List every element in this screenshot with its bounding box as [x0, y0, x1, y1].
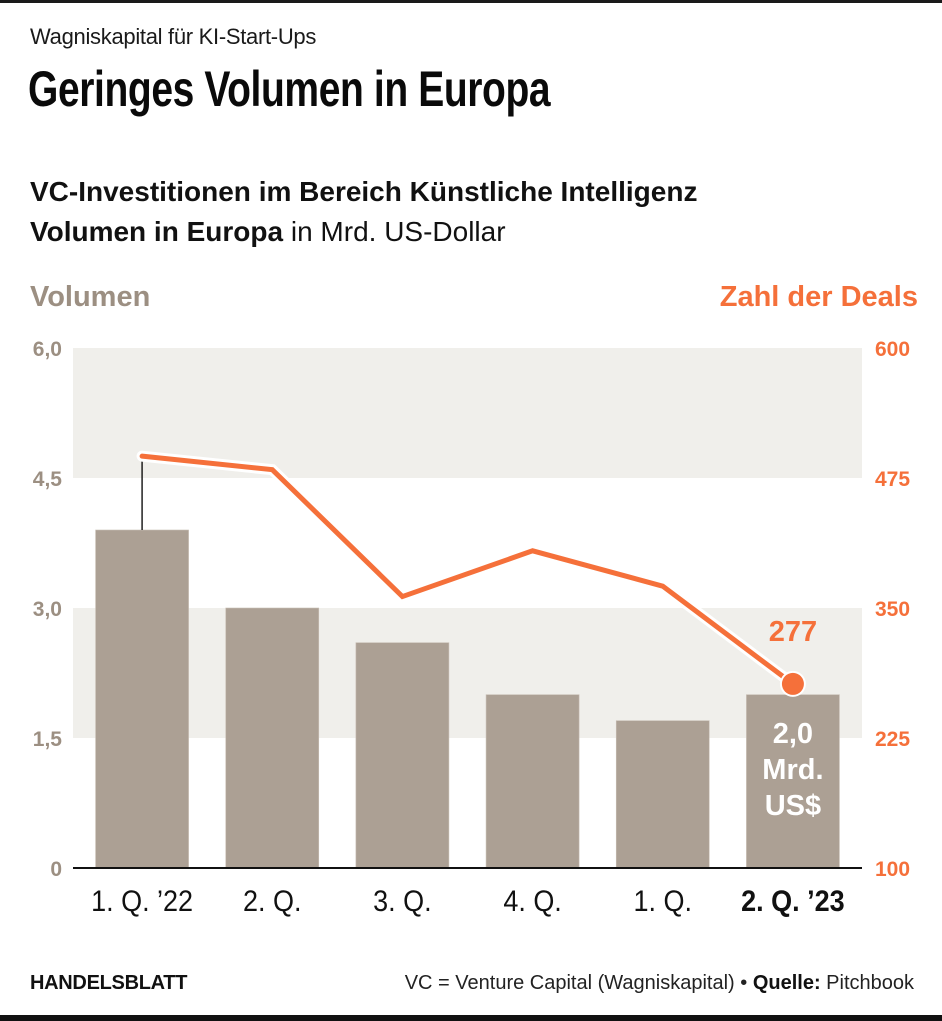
right-tick-label: 225: [875, 728, 910, 751]
subtitle-line1: VC-Investitionen im Bereich Künstliche I…: [30, 176, 698, 207]
bar: [225, 607, 320, 869]
kicker: Wagniskapital für KI-Start-Ups: [30, 24, 317, 49]
left-axis-ticks: 0 1,5 3,0 4,5 6,0: [33, 338, 63, 881]
x-tick-label: 4. Q.: [503, 885, 561, 919]
last-bar-label: US$: [765, 790, 821, 822]
annotations: 277 2,0 Mrd. US$: [762, 616, 823, 822]
x-tick-label: 3. Q.: [373, 885, 431, 919]
x-axis-labels: 1. Q. ’22 2. Q. 3. Q. 4. Q. 1. Q. 2. Q. ’23: [91, 885, 845, 919]
last-point-marker: [781, 672, 804, 695]
left-tick-label: 4,5: [33, 468, 63, 491]
source-label: Quelle:: [752, 972, 821, 994]
grid-band: [73, 348, 862, 478]
last-deals-label: 277: [769, 616, 817, 648]
subtitle: VC-Investitionen im Bereich Künstliche I…: [30, 172, 697, 252]
left-tick-label: 1,5: [33, 728, 63, 751]
x-tick-label: 1. Q.: [634, 885, 692, 919]
subtitle-line2-rest: in Mrd. US-Dollar: [283, 216, 506, 247]
left-axis-title: Volumen: [30, 281, 151, 313]
last-bar-label: 2,0: [773, 718, 813, 750]
right-tick-label: 600: [875, 338, 910, 361]
bar: [95, 529, 189, 869]
bar: [615, 720, 710, 869]
chart: 0 1,5 3,0 4,5 6,0 100 225 350 475 600 1. Q. ’22 2…: [33, 338, 911, 919]
left-tick-label: 0: [50, 858, 62, 881]
left-tick-label: 3,0: [33, 598, 62, 621]
bars: [95, 529, 840, 869]
background-bands: [73, 348, 862, 738]
footer-note: VC = Venture Capital (Wagniskapital) • Q…: [405, 972, 914, 995]
deals-line-path: [139, 453, 796, 687]
headline: Geringes Volumen in Europa: [28, 61, 551, 117]
source-name: Pitchbook: [820, 972, 914, 994]
x-tick-label: 2. Q.: [243, 885, 301, 919]
right-axis-title: Zahl der Deals: [719, 281, 918, 313]
right-tick-label: 350: [875, 598, 910, 621]
grid-band: [73, 608, 862, 738]
bar: [746, 694, 840, 869]
brand-logo: HANDELSBLATT: [30, 972, 188, 994]
last-bar-label: Mrd.: [762, 754, 823, 786]
x-tick-label: 1. Q. ’22: [91, 885, 193, 919]
bar: [355, 642, 450, 869]
x-tick-label: 2. Q. ’23: [741, 885, 844, 919]
deals-line: [136, 450, 806, 697]
bar: [485, 694, 580, 869]
bottom-rule: [0, 1015, 942, 1021]
right-tick-label: 100: [875, 858, 910, 881]
footer-definition: VC = Venture Capital (Wagniskapital) •: [404, 972, 753, 994]
subtitle-line2-bold: Volumen in Europa: [30, 216, 284, 247]
left-tick-label: 6,0: [33, 338, 62, 361]
top-rule: [0, 0, 942, 3]
right-tick-label: 475: [875, 468, 910, 491]
right-axis-ticks: 100 225 350 475 600: [875, 338, 910, 881]
